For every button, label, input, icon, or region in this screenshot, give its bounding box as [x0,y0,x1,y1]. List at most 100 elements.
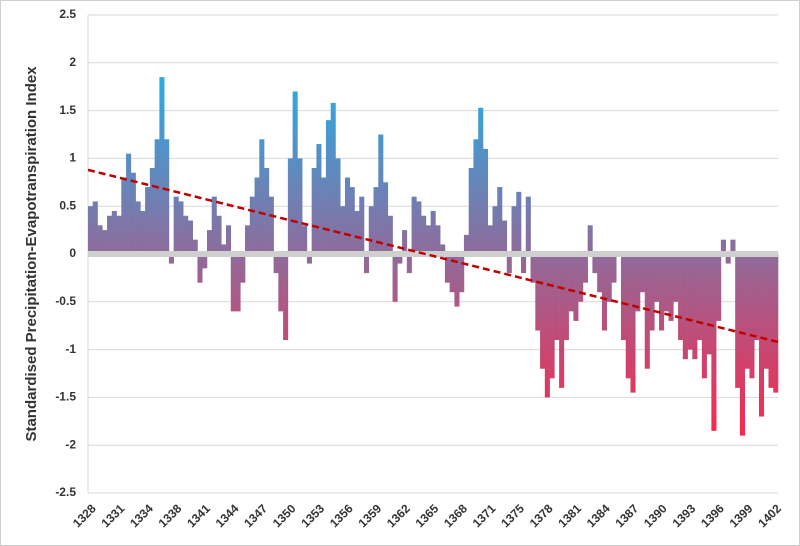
bar [416,201,422,254]
bar [730,239,736,254]
bar [597,254,603,293]
bar [559,254,565,388]
bar [525,196,531,254]
y-tick-label: 1.5 [59,103,76,117]
bar [502,220,508,254]
y-tick-label: -0.5 [55,294,76,308]
bar [183,215,189,254]
bar [206,230,213,254]
bar [492,206,498,254]
bar [102,230,108,254]
bar [97,225,103,254]
bar [392,254,398,302]
bar [292,91,298,254]
bar [644,254,650,369]
bar [264,167,270,254]
bar [587,225,593,254]
bar [192,239,198,254]
bar [640,254,646,293]
bar [92,201,98,254]
bar [154,139,160,254]
bar [701,254,707,379]
bar [754,254,760,341]
y-axis-label: Standardised Precipitation-Evapotranspir… [23,66,40,442]
bar [235,254,241,312]
bar [397,254,403,264]
bar [468,167,474,254]
bar [306,254,312,264]
bar [159,77,165,254]
bar [221,244,227,254]
bar [268,196,274,254]
bar [444,254,450,283]
bar [283,254,289,341]
bar [211,196,217,254]
bar [88,206,94,254]
bar [145,187,151,254]
bar [697,254,703,341]
bar [168,254,174,264]
bar [216,215,222,254]
bar [601,254,607,331]
bar [716,254,722,321]
bar [302,225,308,254]
bar [259,139,265,254]
bar [554,254,560,341]
bar [482,148,489,254]
bar [521,254,527,274]
bar [273,254,279,274]
bar [421,215,427,254]
bar [506,254,512,274]
bar [178,201,184,254]
bar [240,254,246,283]
bar [706,254,712,355]
bar [226,225,232,254]
bar [573,254,579,321]
bar [635,254,641,312]
bar [311,167,317,254]
bar [454,254,460,307]
bar [678,254,684,341]
bar [663,254,669,312]
bar [487,225,493,254]
y-tick-label: -2 [65,437,76,451]
bar [325,120,331,254]
y-tick-label: 2 [69,55,76,69]
bar [682,254,688,360]
bar [549,254,555,379]
bar [768,254,774,388]
bar [692,254,698,360]
bar [516,191,522,254]
bar [107,215,113,254]
bar [187,220,193,254]
bar [425,225,431,254]
bar [725,254,731,264]
bar [230,254,236,312]
bar [197,254,203,283]
bar [287,158,293,254]
bar [321,177,327,254]
bar [378,134,384,254]
bar [758,254,765,417]
bar [164,139,170,254]
bar [402,230,408,254]
bar [316,144,322,254]
bar [440,244,446,254]
bar [582,254,588,283]
bar [335,158,341,254]
bar [630,254,636,393]
bar [535,254,541,331]
bar [411,196,417,254]
bar [111,210,117,254]
bar [749,254,755,379]
bar [387,215,393,254]
bar [140,210,146,254]
bar [739,254,745,436]
bar [149,167,155,254]
bar [121,177,127,254]
bar [773,254,779,393]
bar [620,254,627,341]
bar [254,177,260,254]
